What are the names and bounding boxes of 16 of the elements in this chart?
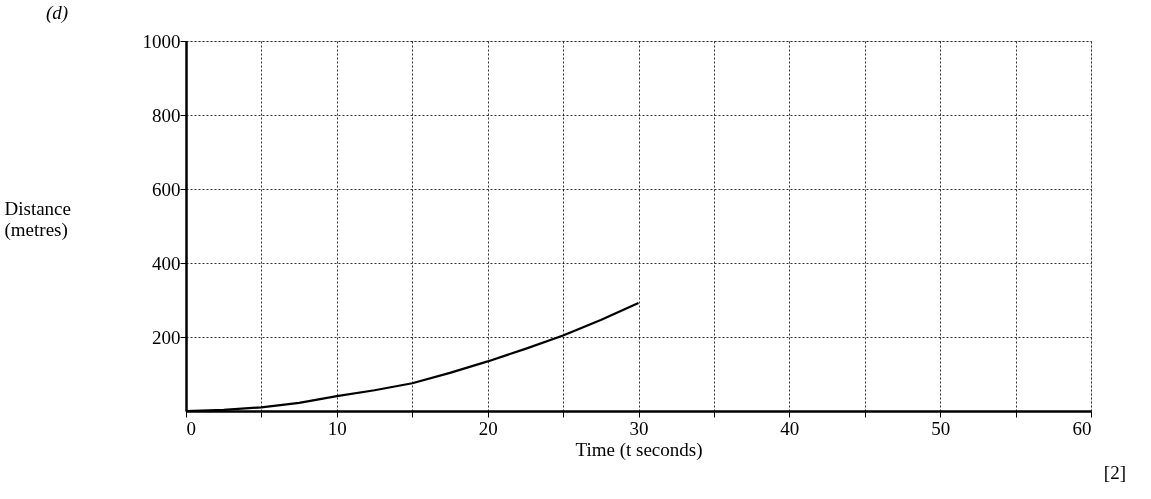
y-tick-label: 1000 — [142, 30, 181, 52]
y-tick-label: 400 — [152, 252, 181, 274]
x-tick-label: 0 — [186, 417, 196, 439]
x-tick-label: 10 — [327, 417, 347, 439]
y-tick-label: 200 — [152, 326, 181, 348]
y-axis-title: Distance (metres) — [4, 198, 71, 242]
y-tick-label: 600 — [152, 178, 181, 200]
text: (d) — [46, 2, 69, 24]
x-tick-label: 20 — [478, 417, 498, 439]
x-axis-title: Time (t seconds) — [575, 438, 703, 461]
text: [2] — [1103, 462, 1126, 483]
x-tick-label: 40 — [780, 417, 800, 439]
x-tick-label: 30 — [629, 417, 649, 439]
x-tick-label: 50 — [931, 417, 951, 439]
x-tick-label: 60 — [1072, 417, 1092, 439]
y-tick-label: 800 — [152, 104, 181, 126]
